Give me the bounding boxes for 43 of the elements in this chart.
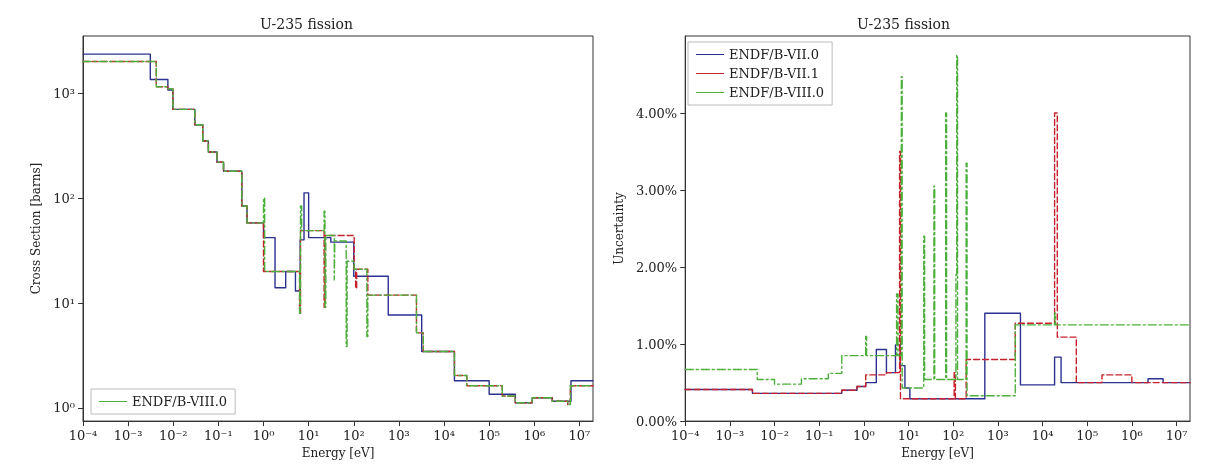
- x-tick-label: 10⁻¹: [804, 428, 834, 444]
- x-tick-label: 10⁻³: [113, 428, 143, 444]
- x-tick-label: 10⁻¹: [204, 428, 233, 444]
- x-axis-title: Energy [eV]: [901, 446, 974, 460]
- x-tick-label: 10⁻⁴: [68, 428, 98, 444]
- y-tick-label: 4.00%: [635, 105, 678, 121]
- x-tick-label: 10⁷: [1165, 428, 1188, 444]
- chart-title: U-235 fission: [259, 16, 354, 32]
- y-tick-label: 10²: [53, 190, 75, 206]
- x-tick-label: 10⁻²: [760, 428, 789, 444]
- y-tick-label: 0.00%: [635, 413, 678, 429]
- y-axis-title: Cross Section [barns]: [29, 162, 44, 295]
- y-tick-label: 10⁰: [53, 400, 75, 416]
- x-tick-label: 10⁰: [252, 428, 275, 444]
- legend-label: ENDF/B-VIII.0: [132, 394, 228, 409]
- x-tick-label: 10³: [987, 428, 1009, 444]
- x-tick-label: 10³: [388, 428, 410, 444]
- legend-label: ENDF/B-VIII.0: [729, 85, 825, 100]
- x-tick-label: 10²: [942, 428, 965, 444]
- y-tick-label: 10¹: [53, 295, 75, 311]
- x-tick-label: 10¹: [297, 428, 320, 444]
- x-tick-label: 10⁶: [1121, 428, 1143, 444]
- x-axis-title: Energy [eV]: [301, 446, 375, 460]
- x-tick-label: 10⁵: [478, 428, 501, 444]
- x-tick-label: 10⁷: [568, 428, 591, 444]
- x-tick-label: 10¹: [897, 428, 920, 444]
- y-tick-label: 10³: [53, 85, 75, 101]
- x-tick-label: 10⁻²: [158, 428, 188, 444]
- x-tick-label: 10²: [342, 428, 365, 444]
- legend-label: ENDF/B-VII.1: [729, 66, 819, 81]
- y-tick-label: 1.00%: [635, 336, 678, 352]
- x-tick-label: 10⁻⁴: [670, 428, 700, 444]
- x-tick-label: 10⁴: [433, 428, 455, 444]
- y-axis-title: Uncertainty: [612, 192, 626, 265]
- x-tick-label: 10⁰: [852, 428, 875, 444]
- y-tick-label: 3.00%: [635, 182, 678, 198]
- legend-label: ENDF/B-VII.0: [729, 47, 819, 62]
- chart-title: U-235 fission: [856, 16, 951, 32]
- x-tick-label: 10⁴: [1031, 428, 1054, 444]
- x-tick-label: 10⁵: [1076, 428, 1099, 444]
- x-tick-label: 10⁻³: [715, 428, 745, 444]
- y-tick-label: 2.00%: [635, 259, 678, 275]
- x-tick-label: 10⁶: [523, 428, 546, 444]
